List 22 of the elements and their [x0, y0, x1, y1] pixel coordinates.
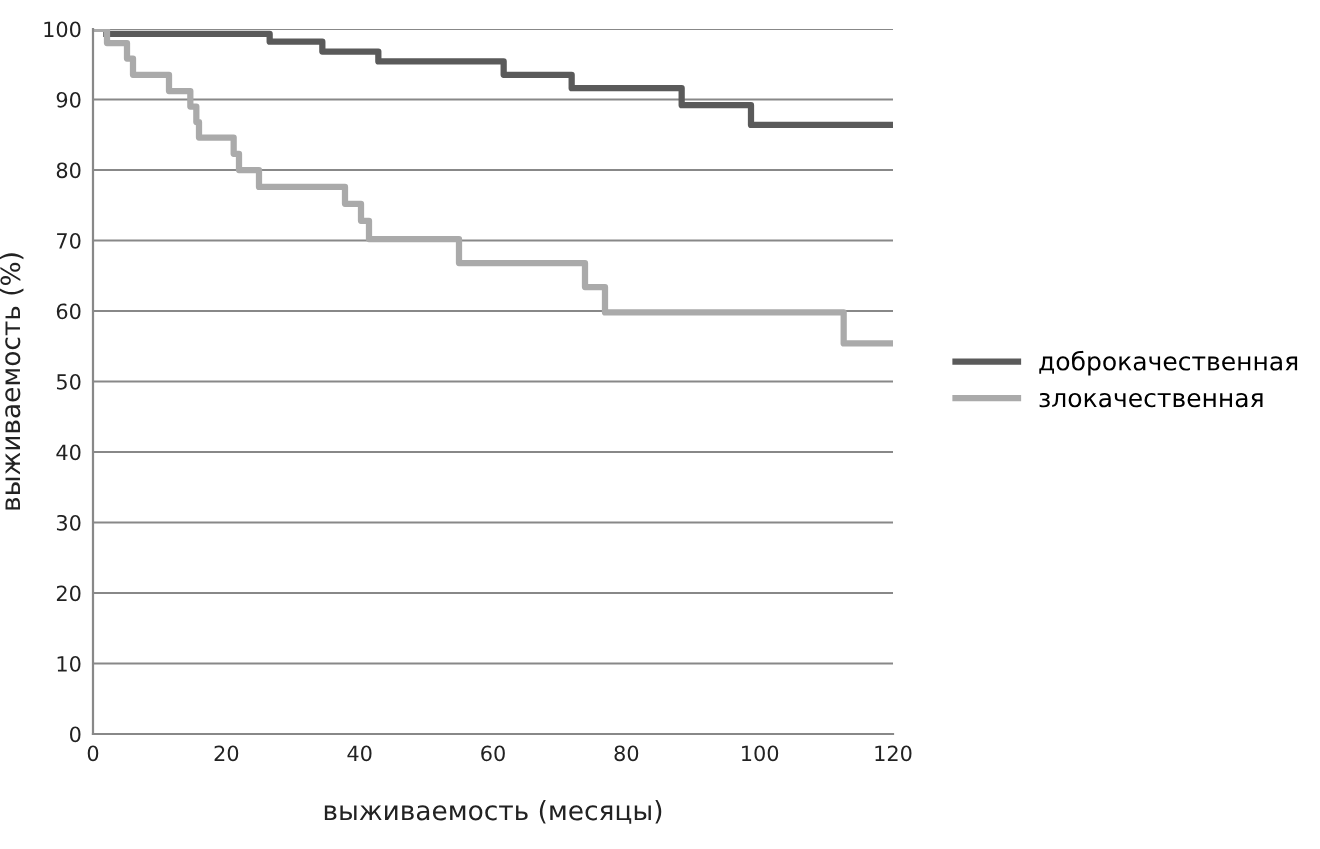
x-tick-label: 60 — [481, 745, 505, 762]
x-tick-label: 40 — [347, 745, 372, 762]
y-tick-label: 90 — [56, 91, 81, 108]
y-tick-label: 60 — [56, 303, 81, 320]
y-tick-label: 40 — [56, 444, 81, 461]
y-tick-label: 10 — [57, 655, 81, 672]
x-tick-label: 0 — [87, 745, 99, 762]
y-tick-label: 30 — [56, 514, 81, 531]
y-tick-label: 80 — [56, 162, 81, 179]
y-tick-label: 0 — [70, 726, 81, 743]
x-tick-label: 100 — [742, 745, 779, 762]
legend-label: доброкачественная — [1039, 350, 1298, 376]
x-tick-label: 80 — [614, 745, 639, 762]
y-tick-label: 100 — [44, 21, 81, 38]
y-tick-label: 20 — [56, 585, 81, 602]
y-axis-title: выживаемость (%) — [0, 253, 24, 510]
x-axis-title: выживаемость (месяцы) — [324, 800, 662, 824]
y-tick-label: 70 — [57, 232, 81, 249]
x-tick-label: 120 — [875, 745, 912, 762]
x-tick-label: 20 — [214, 745, 239, 762]
y-tick-label: 50 — [56, 373, 81, 390]
legend-label: злокачественная — [1039, 392, 1263, 408]
